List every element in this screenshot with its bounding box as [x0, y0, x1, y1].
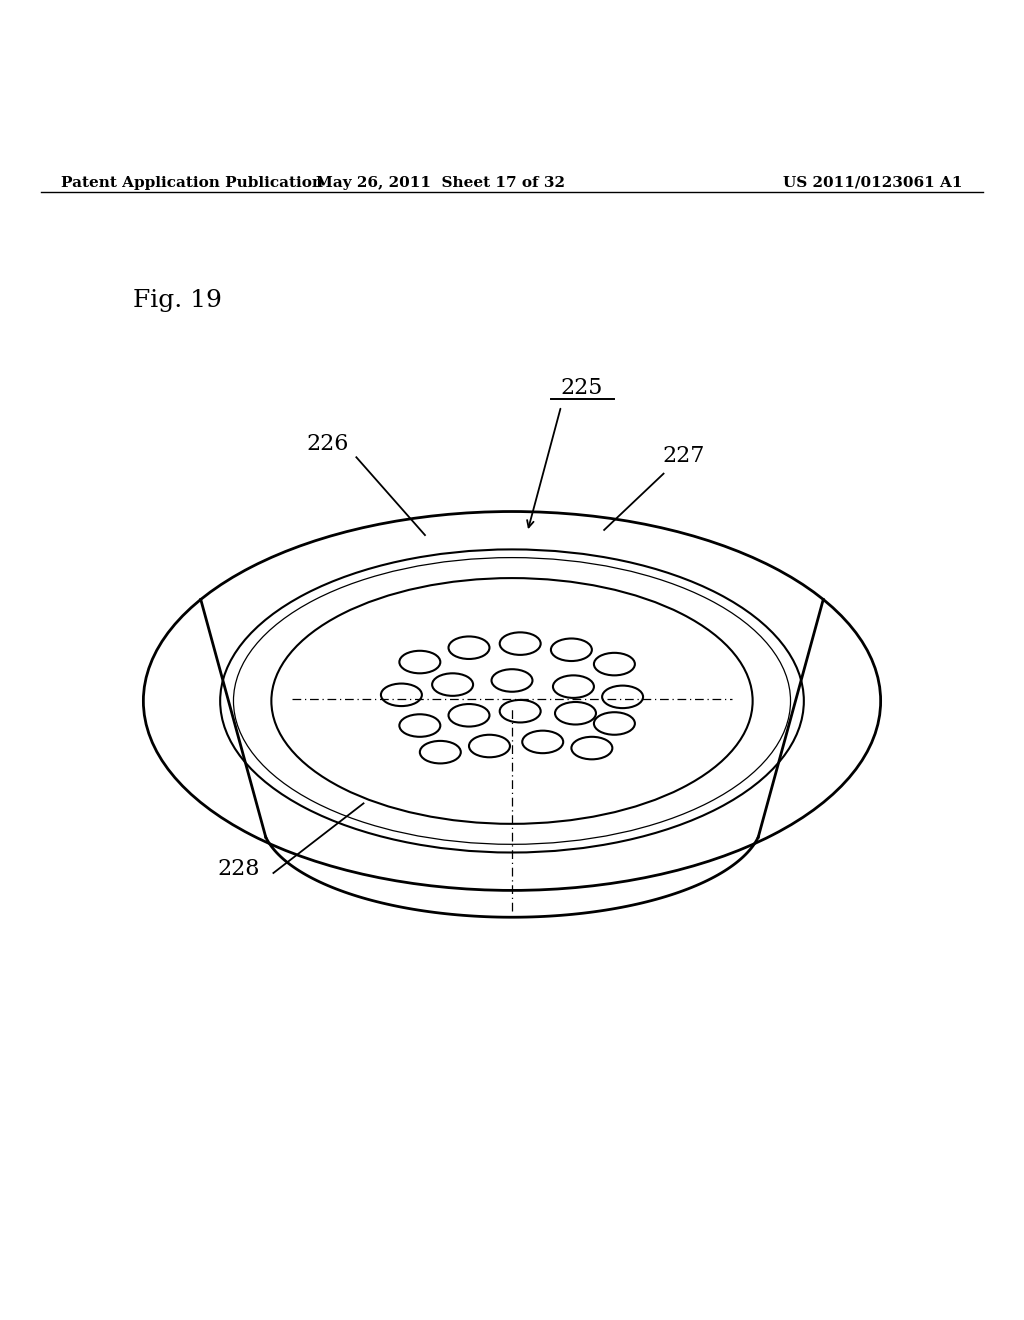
- Text: US 2011/0123061 A1: US 2011/0123061 A1: [783, 176, 963, 190]
- Text: Patent Application Publication: Patent Application Publication: [61, 176, 324, 190]
- Text: 228: 228: [217, 858, 260, 880]
- Text: 226: 226: [306, 433, 349, 455]
- Text: Fig. 19: Fig. 19: [133, 289, 222, 312]
- Text: May 26, 2011  Sheet 17 of 32: May 26, 2011 Sheet 17 of 32: [315, 176, 565, 190]
- Text: 225: 225: [560, 378, 603, 399]
- Text: 227: 227: [663, 445, 706, 467]
